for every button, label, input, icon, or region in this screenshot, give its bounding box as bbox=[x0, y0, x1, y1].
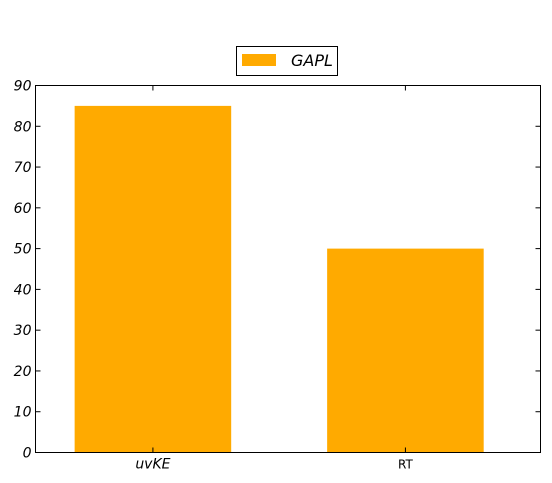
y-tick-label: 0 bbox=[23, 446, 32, 462]
x-tick-label-uvke: uvKE bbox=[135, 457, 170, 473]
x-tick-labels: uvKE RT bbox=[135, 457, 413, 473]
bars bbox=[74, 105, 484, 453]
y-tick-label: 20 bbox=[14, 364, 32, 380]
y-tick-label: 80 bbox=[14, 119, 32, 135]
y-tick-labels: 0 10 20 30 40 50 60 70 80 90 bbox=[14, 79, 32, 462]
y-tick-label: 70 bbox=[14, 160, 32, 176]
plot-frame bbox=[35, 85, 541, 453]
axis-ticks bbox=[35, 85, 541, 453]
y-tick-label: 30 bbox=[14, 323, 32, 339]
legend-label-gapl: GAPL bbox=[291, 51, 333, 70]
legend: GAPL bbox=[236, 46, 338, 76]
y-tick-label: 60 bbox=[14, 201, 32, 217]
x-tick-label-rt: RT bbox=[398, 458, 413, 472]
y-tick-label: 90 bbox=[14, 79, 32, 95]
y-tick-label: 10 bbox=[14, 405, 32, 421]
bar-rt bbox=[327, 248, 484, 453]
y-tick-label: 50 bbox=[14, 242, 32, 258]
y-tick-label: 40 bbox=[14, 282, 32, 298]
legend-swatch-gapl bbox=[242, 54, 276, 66]
bar-uvke bbox=[74, 105, 232, 453]
